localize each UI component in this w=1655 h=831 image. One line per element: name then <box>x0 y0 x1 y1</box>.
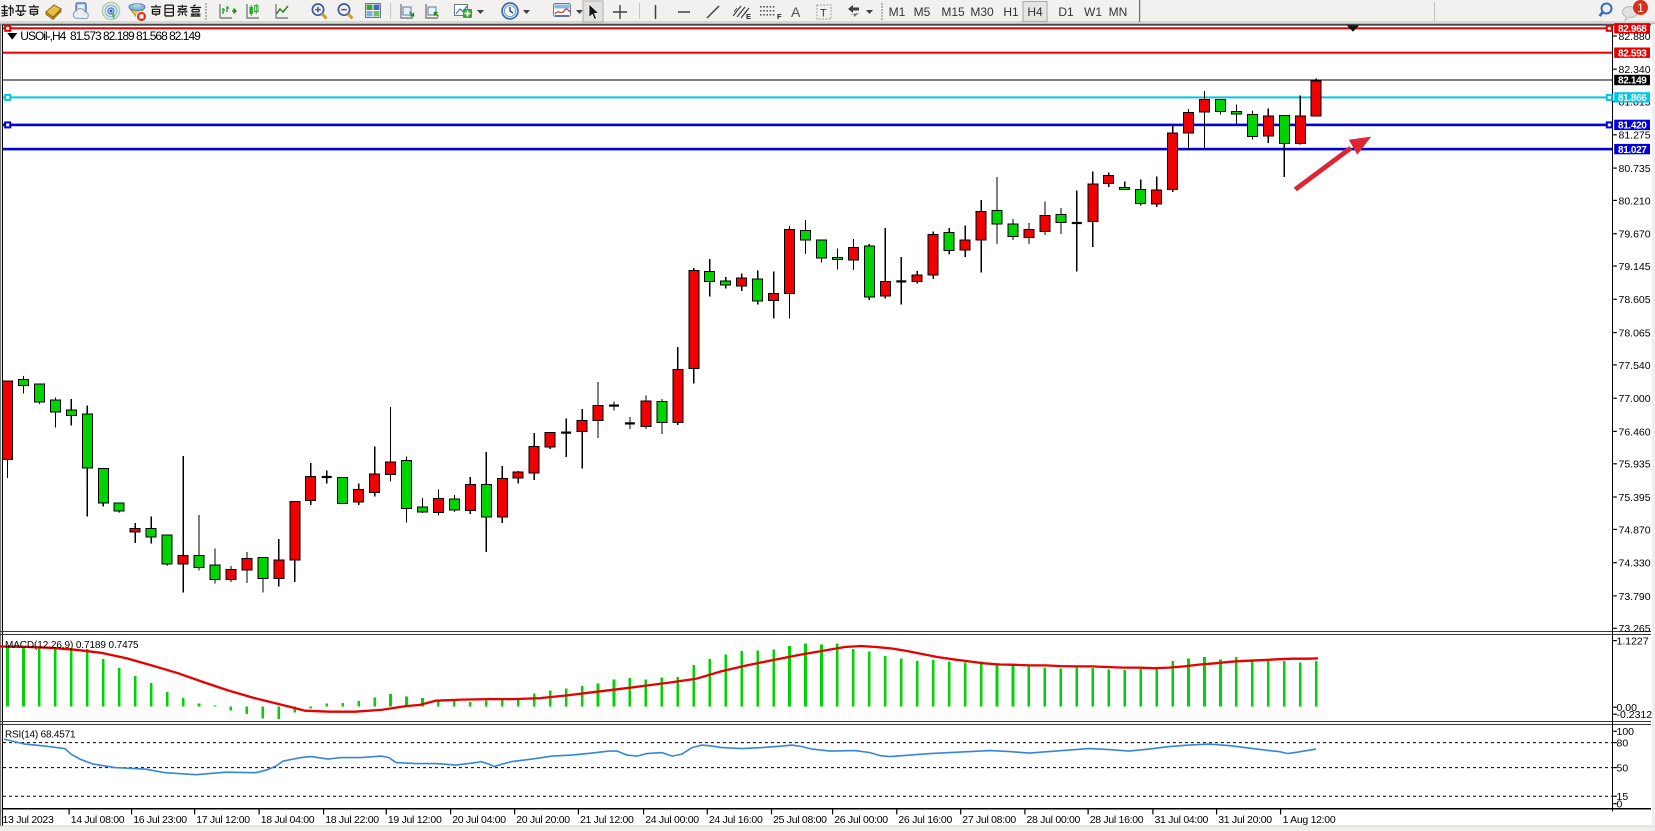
svg-text:16 Jul 23:00: 16 Jul 23:00 <box>133 814 187 826</box>
svg-text:0.00: 0.00 <box>1617 702 1638 714</box>
svg-text:24 Jul 16:00: 24 Jul 16:00 <box>709 814 763 826</box>
svg-text:W1: W1 <box>1084 5 1102 19</box>
svg-text:81.420: 81.420 <box>1618 121 1647 132</box>
svg-text:M5: M5 <box>914 5 931 19</box>
svg-text:E: E <box>746 12 751 21</box>
svg-text:81.275: 81.275 <box>1619 130 1651 142</box>
svg-text:MN: MN <box>1109 5 1128 19</box>
svg-text:74.870: 74.870 <box>1619 524 1651 536</box>
svg-text:78.065: 78.065 <box>1619 328 1651 340</box>
svg-text:M15: M15 <box>941 5 965 19</box>
svg-text:1.1227: 1.1227 <box>1617 636 1649 648</box>
svg-text:18 Jul 04:00: 18 Jul 04:00 <box>261 814 315 826</box>
svg-text:73.790: 73.790 <box>1619 591 1651 603</box>
svg-text:T: T <box>820 8 827 20</box>
svg-text:19 Jul 12:00: 19 Jul 12:00 <box>388 814 442 826</box>
svg-text:80.210: 80.210 <box>1619 195 1651 207</box>
svg-text:F: F <box>777 12 782 21</box>
svg-text:78.605: 78.605 <box>1619 294 1651 306</box>
svg-text:73.265: 73.265 <box>1619 623 1651 635</box>
svg-text:82.968: 82.968 <box>1618 24 1647 35</box>
svg-text:28 Jul 16:00: 28 Jul 16:00 <box>1090 814 1144 826</box>
svg-text:14 Jul 08:00: 14 Jul 08:00 <box>71 814 125 826</box>
svg-text:M30: M30 <box>970 5 994 19</box>
svg-text:100: 100 <box>1617 726 1635 738</box>
svg-text:76.460: 76.460 <box>1619 426 1651 438</box>
svg-text:18 Jul 22:00: 18 Jul 22:00 <box>325 814 379 826</box>
svg-text:82.149: 82.149 <box>1618 76 1647 87</box>
svg-text:21 Jul 12:00: 21 Jul 12:00 <box>580 814 634 826</box>
svg-text:27 Jul 08:00: 27 Jul 08:00 <box>962 814 1016 826</box>
svg-text:80.735: 80.735 <box>1619 163 1651 175</box>
svg-text:1: 1 <box>1637 1 1644 15</box>
svg-text:MACD(12,26,9) 0.7189 0.7475: MACD(12,26,9) 0.7189 0.7475 <box>5 640 139 651</box>
svg-text:81.866: 81.866 <box>1618 93 1647 104</box>
svg-text:A: A <box>791 4 801 20</box>
svg-text:77.000: 77.000 <box>1619 393 1651 405</box>
svg-text:77.540: 77.540 <box>1619 360 1651 372</box>
svg-text:79.670: 79.670 <box>1619 229 1651 241</box>
svg-text:79.145: 79.145 <box>1619 261 1651 273</box>
svg-text:31 Jul 04:00: 31 Jul 04:00 <box>1154 814 1208 826</box>
svg-text:31 Jul 20:00: 31 Jul 20:00 <box>1218 814 1272 826</box>
svg-text:15: 15 <box>1617 791 1629 803</box>
svg-text:75.935: 75.935 <box>1619 459 1651 471</box>
svg-text:20 Jul 04:00: 20 Jul 04:00 <box>452 814 506 826</box>
svg-text:82.340: 82.340 <box>1619 64 1651 76</box>
svg-text:20 Jul 20:00: 20 Jul 20:00 <box>516 814 570 826</box>
svg-text:81.027: 81.027 <box>1618 145 1647 156</box>
svg-text:17 Jul 12:00: 17 Jul 12:00 <box>196 814 250 826</box>
svg-text:74.330: 74.330 <box>1619 558 1651 570</box>
svg-text:75.395: 75.395 <box>1619 492 1651 504</box>
svg-text:H4: H4 <box>1027 5 1043 19</box>
svg-text:1 Aug 12:00: 1 Aug 12:00 <box>1283 814 1336 826</box>
svg-text:25 Jul 08:00: 25 Jul 08:00 <box>773 814 827 826</box>
svg-text:M1: M1 <box>889 5 906 19</box>
svg-text:H1: H1 <box>1003 5 1019 19</box>
svg-text:0: 0 <box>1617 799 1623 811</box>
svg-text:-0.2312: -0.2312 <box>1617 709 1653 721</box>
svg-text:USOil-,H4 81.573 82.189 81.56: USOil-,H4 81.573 82.189 81.568 82.149 <box>20 29 201 43</box>
svg-text:80: 80 <box>1617 738 1629 750</box>
svg-text:26 Jul 00:00: 26 Jul 00:00 <box>834 814 888 826</box>
svg-text:D1: D1 <box>1058 5 1074 19</box>
svg-text:RSI(14) 68.4571: RSI(14) 68.4571 <box>5 730 76 741</box>
svg-text:50: 50 <box>1617 763 1629 775</box>
svg-text:28 Jul 00:00: 28 Jul 00:00 <box>1026 814 1080 826</box>
svg-text:26 Jul 16:00: 26 Jul 16:00 <box>898 814 952 826</box>
svg-text:24 Jul 00:00: 24 Jul 00:00 <box>645 814 699 826</box>
svg-text:13 Jul 2023: 13 Jul 2023 <box>3 814 54 826</box>
svg-text:82.880: 82.880 <box>1619 31 1651 43</box>
svg-text:82.593: 82.593 <box>1618 48 1647 59</box>
